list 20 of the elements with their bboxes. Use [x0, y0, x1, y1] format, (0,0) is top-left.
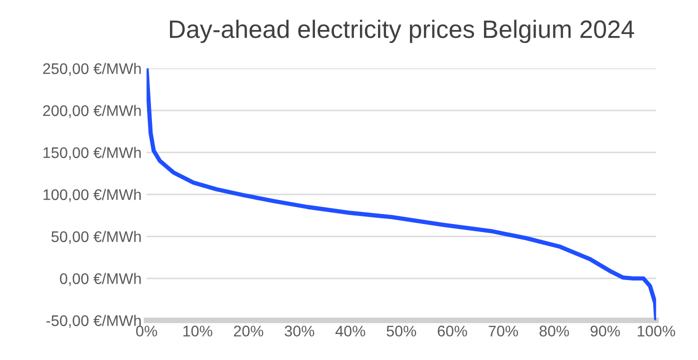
y-tick-label: 250,00 €/MWh — [43, 62, 141, 76]
y-tick-label: 200,00 €/MWh — [43, 104, 141, 118]
y-tick-label: 0,00 €/MWh — [60, 272, 141, 286]
line-series — [146, 68, 656, 320]
x-tick-label: 10% — [183, 326, 212, 336]
y-tick-label: 100,00 €/MWh — [44, 188, 141, 202]
x-tick-label: 50% — [386, 326, 416, 336]
x-tick-label: 20% — [234, 326, 264, 336]
x-tick-label: 40% — [335, 326, 366, 336]
x-tick-label: 30% — [284, 326, 314, 336]
x-tick-label: 60% — [438, 326, 468, 336]
x-tick-label: 100% — [638, 326, 676, 336]
x-tick-label: 90% — [590, 326, 620, 336]
chart-title: Day-ahead electricity prices Belgium 2024 — [170, 20, 634, 44]
y-tick-label: 150,00 €/MWh — [44, 146, 141, 160]
y-tick-label: 50,00 €/MWh — [51, 230, 141, 244]
y-tick-label: -50,00 €/MWh — [46, 314, 141, 328]
x-tick-label: 80% — [540, 326, 569, 336]
x-tick-label: 0% — [136, 326, 158, 336]
x-tick-label: 70% — [488, 326, 518, 336]
